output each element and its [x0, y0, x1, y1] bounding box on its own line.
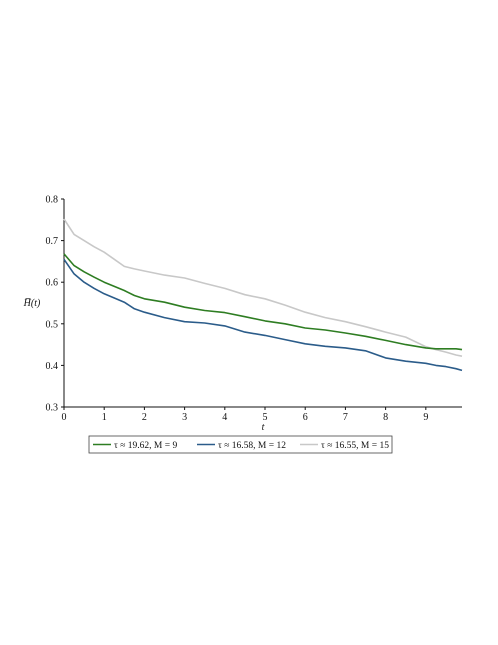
legend: τ ≈ 19.62, M = 9 τ ≈ 16.58, M = 12 τ ≈ 16.… — [88, 435, 393, 454]
series-line — [63, 253, 463, 351]
legend-label: τ ≈ 16.55, M = 15 — [321, 441, 389, 451]
y-tick-label: 0.3 — [46, 403, 59, 414]
y-tick-label: 0.5 — [46, 319, 59, 330]
x-ticks: 0 1 2 3 4 5 6 7 8 9 — [62, 407, 428, 423]
x-tick-label: 2 — [142, 412, 147, 423]
y-tick-label: 0.6 — [46, 278, 59, 289]
x-tick-label: 9 — [423, 412, 428, 423]
x-tick-label: 4 — [222, 412, 227, 423]
legend-items: τ ≈ 19.62, M = 9 τ ≈ 16.58, M = 12 τ ≈ 16.… — [93, 441, 389, 451]
x-tick-label: 5 — [263, 412, 268, 423]
series-line — [63, 218, 463, 357]
y-tick-label: 0.8 — [46, 195, 59, 206]
x-tick-label: 7 — [343, 412, 348, 423]
y-ticks: 0.3 0.4 0.5 0.6 0.7 0.8 — [46, 195, 64, 414]
legend-label: τ ≈ 16.58, M = 12 — [218, 441, 286, 451]
x-tick-label: 8 — [383, 412, 388, 423]
y-tick-label: 0.7 — [46, 236, 59, 247]
x-axis-label: t — [262, 422, 265, 433]
x-tick-label: 6 — [303, 412, 308, 423]
legend-box — [88, 435, 393, 454]
plot-area: 0 1 2 3 4 5 6 7 8 9 0.3 0.4 0.5 0.6 0.7 0.8 — [46, 195, 463, 423]
y-tick-label: 0.4 — [46, 361, 59, 372]
series-lines — [63, 218, 463, 372]
y-axis-label: H̅(t) — [23, 298, 41, 309]
x-tick-label: 3 — [182, 412, 187, 423]
series-line — [63, 258, 463, 372]
legend-label: τ ≈ 19.62, M = 9 — [114, 441, 177, 451]
x-tick-label: 1 — [102, 412, 107, 423]
x-tick-label: 0 — [62, 412, 67, 423]
